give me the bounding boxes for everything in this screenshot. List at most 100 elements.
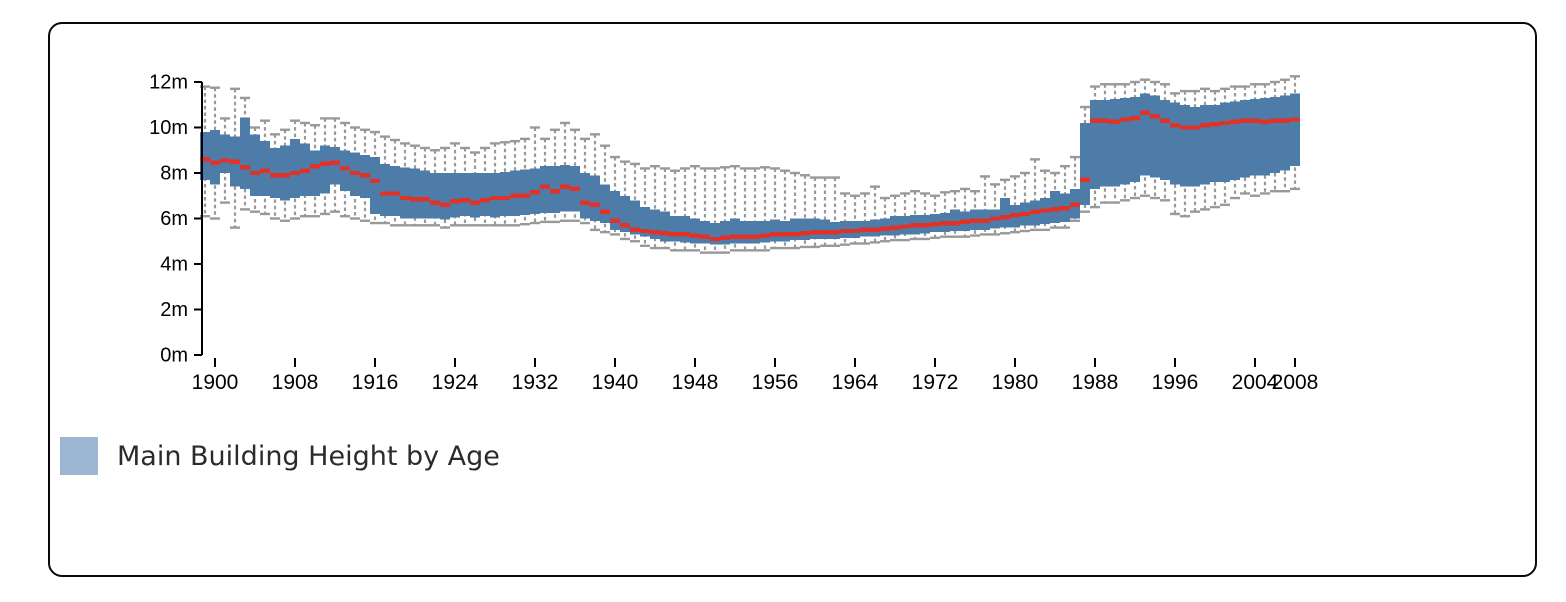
median-dash [900,224,910,229]
x-axis-tick-label: 1948 [672,371,719,394]
median-dash [370,178,380,184]
median-dash [690,233,700,238]
box-iqr [1110,99,1120,187]
median-dash [800,231,810,236]
box-iqr [490,173,500,218]
median-dash [600,209,610,214]
box-iqr [1260,97,1270,176]
median-dash [890,225,900,230]
box-iqr [330,146,340,185]
median-dash [550,189,560,194]
box-iqr [390,166,400,217]
median-dash [210,160,220,165]
box-iqr [210,129,220,185]
box-iqr [740,220,750,244]
box-iqr [470,173,480,218]
median-dash [380,191,390,196]
median-dash [540,184,550,189]
median-dash [880,226,890,231]
median-dash [250,170,260,176]
median-dash [1080,177,1090,183]
median-dash [650,229,660,235]
box-iqr [280,145,290,201]
legend-label: Main Building Height by Age [117,440,500,472]
median-dash [1040,208,1050,213]
median-dash [720,235,730,241]
box-iqr [270,147,280,199]
box-iqr [1130,96,1140,183]
box-iqr [630,200,640,235]
median-dash [740,234,750,239]
median-dash [840,228,850,234]
median-dash [980,218,990,223]
y-axis-tick-label: 12m [149,72,188,94]
medians-layer [200,110,1300,242]
median-dash [290,170,300,176]
x-axis-tick-label: 1972 [912,371,959,394]
median-dash [330,160,340,165]
median-dash [360,173,370,178]
box-iqr [1080,122,1090,205]
median-dash [1160,118,1170,123]
median-dash [770,232,780,237]
y-axis-tick-label: 4m [160,254,188,276]
box-iqr [1140,93,1150,176]
x-axis-tick-label: 1988 [1072,371,1119,394]
box-iqr [1090,100,1100,189]
box-iqr [730,218,740,244]
median-dash [420,196,430,202]
legend-swatch [60,437,98,475]
box-iqr [220,134,230,173]
median-dash [680,232,690,237]
median-dash [1250,118,1260,123]
box-iqr [690,218,700,244]
box-iqr [1190,107,1200,187]
median-dash [490,195,500,201]
x-axis-tick-label: 2004 [1232,371,1279,394]
median-dash [270,173,280,178]
median-dash [820,229,830,235]
median-dash [220,158,230,163]
x-axis-tick-label: 1900 [192,371,239,394]
box-iqr [790,218,800,241]
x-axis-tick-label: 1932 [512,371,559,394]
box-iqr [1170,102,1180,185]
box-iqr [1160,100,1170,180]
median-dash [460,198,470,203]
box-iqr [660,211,670,242]
box-iqr [340,150,350,192]
median-dash [1180,125,1190,130]
chart-card: 0m 2m 4m 6m 8m 10m 12m 1900 1908 1916 1924 1932 1940… [48,22,1537,577]
median-dash [930,221,940,227]
box-iqr [680,216,690,243]
median-dash [1240,118,1250,123]
box-iqr [1150,95,1160,178]
median-dash [910,223,920,228]
median-dash [1100,118,1110,123]
box-iqr [710,223,720,245]
median-dash [240,165,250,170]
median-dash [760,233,770,238]
median-dash [520,193,530,198]
median-dash [390,191,400,196]
box-iqr [500,171,510,217]
median-dash [1290,117,1300,122]
median-dash [400,195,410,201]
median-dash [1130,116,1140,121]
x-axis-tick-label: 1940 [592,371,639,394]
median-dash [660,231,670,236]
median-dash [1030,209,1040,214]
box-iqr [610,191,620,230]
box-iqr [510,170,520,217]
median-dash [340,166,350,171]
box-iqr [1180,104,1190,187]
median-dash [1120,117,1130,122]
box-iqr [810,218,820,239]
median-dash [570,186,580,192]
median-dash [320,161,330,167]
box-iqr [820,219,830,239]
x-axis-tick-label: 1964 [832,371,879,394]
box-iqr [800,218,810,241]
median-dash [1230,119,1240,125]
median-dash [1270,118,1280,123]
